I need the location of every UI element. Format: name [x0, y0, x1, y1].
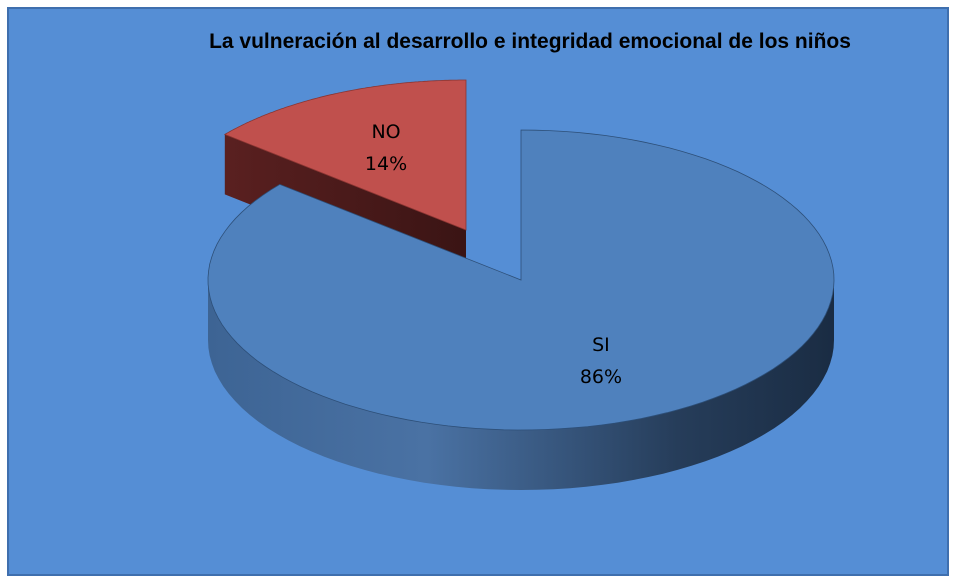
pie-slice [223, 79, 467, 231]
pie: SI 86% NO 14% [207, 79, 835, 490]
pie-slice [207, 129, 835, 431]
chart-title: La vulneración al desarrollo e integrida… [209, 30, 851, 53]
slice-side [208, 280, 834, 490]
data-label-category: SI [592, 334, 610, 356]
data-label-value: 14% [365, 153, 407, 175]
data-label-category: NO [371, 121, 400, 143]
data-label-value: 86% [580, 366, 622, 388]
